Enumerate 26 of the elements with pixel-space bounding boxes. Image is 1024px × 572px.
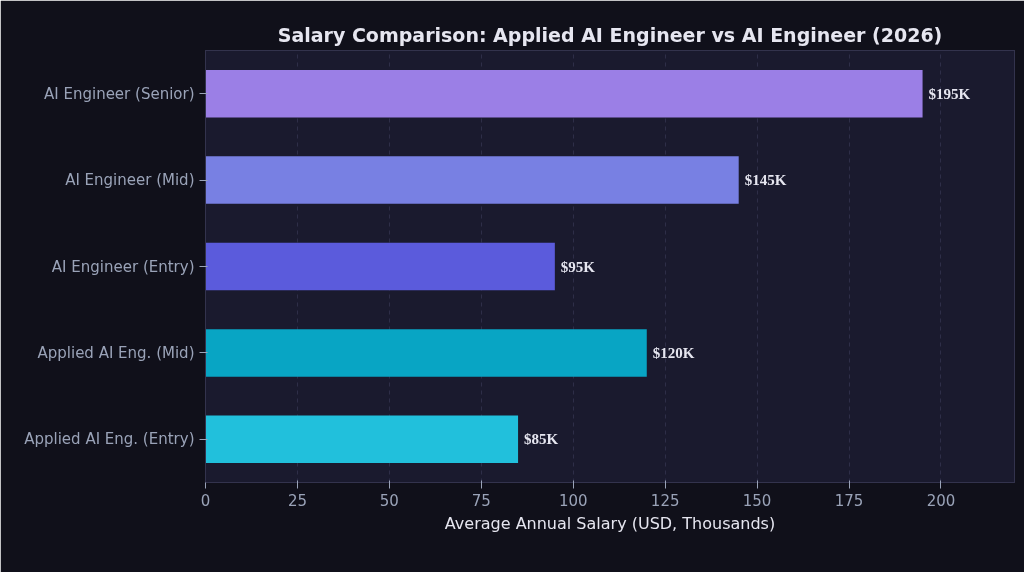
data-label: $145K [744,172,787,189]
x-axis-title: Average Annual Salary (USD, Thousands) [444,513,776,533]
x-tick-label: 50 [379,491,399,510]
x-tick-label: 150 [742,491,772,510]
x-tick-label: 200 [926,491,956,510]
bar [205,69,923,118]
bar [205,156,739,204]
bar [205,329,647,377]
data-label: $95K [560,258,596,275]
x-tick-label: 75 [471,491,491,510]
x-tick-label: 175 [834,491,864,510]
x-tick-label: 100 [558,491,588,510]
data-label: $120K [652,344,695,361]
y-tick-label: Applied AI Eng. (Mid) [37,343,195,362]
y-tick-label: AI Engineer (Entry) [51,257,195,276]
bar [205,242,555,291]
data-label: $195K [928,85,971,102]
y-tick-label: AI Engineer (Senior) [44,84,195,103]
x-tick-label: 0 [200,491,211,510]
data-label: $85K [524,431,559,448]
bar [205,415,519,464]
y-tick-label: AI Engineer (Mid) [65,171,195,190]
chart-title: Salary Comparison: Applied AI Engineer vs AI Engineer (2026) [277,23,943,46]
y-tick-label: Applied AI Eng. (Entry) [24,430,195,449]
x-tick-label: 125 [650,491,680,510]
x-tick-label: 25 [287,491,307,510]
